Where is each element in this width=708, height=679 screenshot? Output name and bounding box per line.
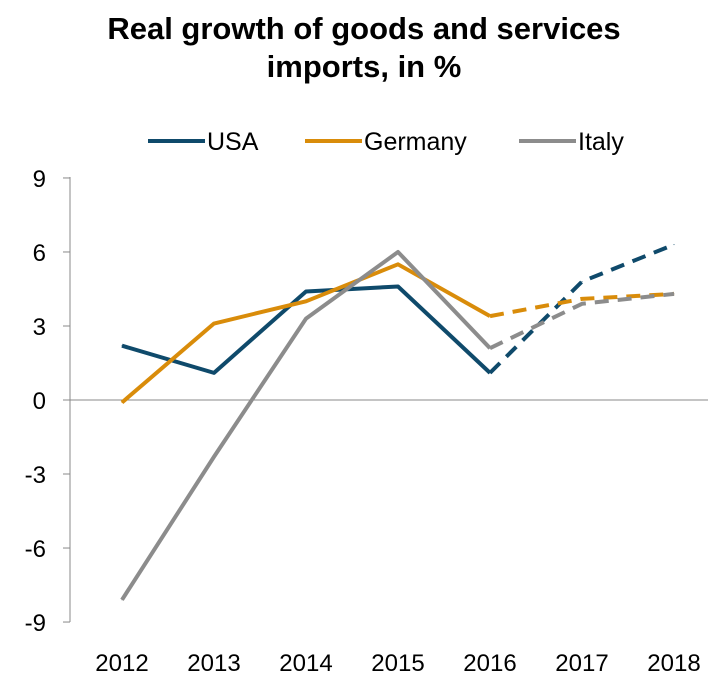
data-point-germany <box>489 315 491 317</box>
y-tick-label: 6 <box>33 240 46 267</box>
data-point-usa <box>305 290 307 292</box>
data-point-usa <box>489 372 491 374</box>
data-point-italy <box>305 318 307 320</box>
y-tick-label: 3 <box>33 314 46 341</box>
data-point-italy <box>213 456 215 458</box>
series-line-germany <box>120 262 491 404</box>
x-axis: 2012 2013 2014 2015 2016 2017 2018 <box>70 399 708 677</box>
data-point-italy <box>397 251 399 253</box>
data-point-usa <box>213 372 215 374</box>
data-point-germany <box>213 323 215 325</box>
chart-title-line-1: Real growth of goods and services <box>107 11 621 46</box>
y-tick-label: 0 <box>33 388 46 415</box>
x-tick-label: 2016 <box>463 650 516 677</box>
x-tick-label: 2012 <box>95 650 148 677</box>
data-point-italy <box>121 599 123 601</box>
x-tick-label: 2015 <box>371 650 424 677</box>
series-forecast-line-usa <box>488 242 675 375</box>
y-tick-label: -3 <box>25 462 46 489</box>
series-forecast-line-italy <box>489 291 675 350</box>
y-tick-label: 9 <box>33 166 46 193</box>
x-tick-label: 2014 <box>279 650 332 677</box>
data-point-usa <box>121 345 123 347</box>
x-tick-label: 2017 <box>555 650 608 677</box>
y-axis: 9 6 3 0 -3 -6 -9 <box>25 166 71 637</box>
data-point-italy <box>673 293 675 295</box>
data-point-usa <box>673 244 675 246</box>
legend: USA Germany Italy <box>148 128 624 156</box>
data-point-usa <box>581 281 583 283</box>
data-point-usa <box>397 286 399 288</box>
data-point-italy <box>581 303 583 305</box>
data-point-germany <box>397 263 399 265</box>
chart-title-line-2: imports, in % <box>266 49 462 84</box>
x-tick-label: 2018 <box>647 650 700 677</box>
x-tick-label: 2013 <box>187 650 240 677</box>
plot-lines <box>120 242 675 601</box>
chart-title: Real growth of goods and services import… <box>0 10 708 86</box>
legend-label: USA <box>207 128 259 156</box>
data-point-germany <box>581 298 583 300</box>
legend-label: Italy <box>578 128 624 156</box>
data-point-germany <box>305 300 307 302</box>
data-point-germany <box>121 401 123 403</box>
series-line-italy <box>120 249 492 601</box>
y-tick-label: -6 <box>25 536 46 563</box>
data-point-italy <box>489 347 491 349</box>
legend-label: Germany <box>364 128 467 156</box>
y-tick-label: -9 <box>25 610 46 637</box>
